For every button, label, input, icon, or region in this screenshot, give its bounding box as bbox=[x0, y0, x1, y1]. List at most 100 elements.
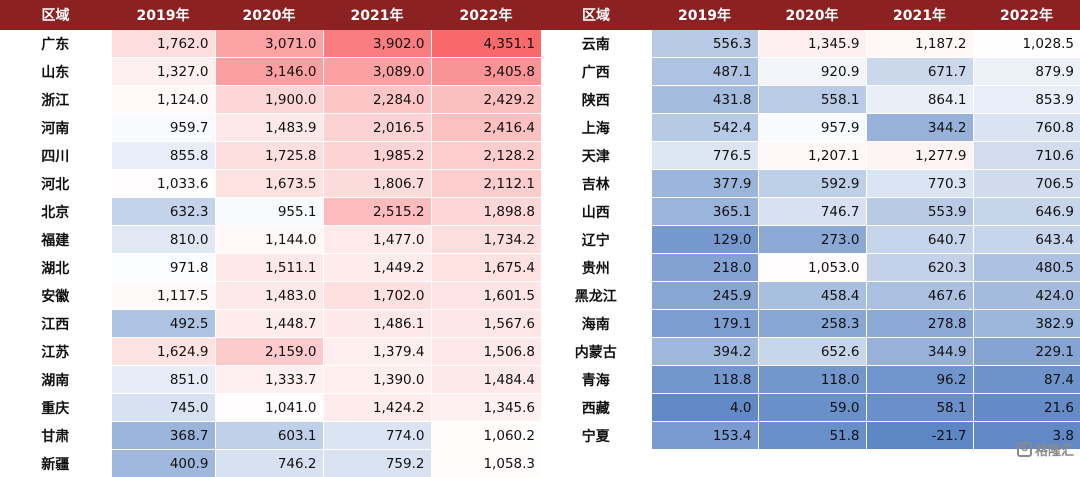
col-header-2021: 2021年 bbox=[866, 0, 973, 30]
value-cell: 344.9 bbox=[866, 338, 973, 366]
value-cell: 632.3 bbox=[111, 198, 215, 226]
watermark-logo: G 格隆汇 bbox=[1017, 440, 1074, 459]
value-cell: 21.6 bbox=[973, 394, 1080, 422]
value-cell: 620.3 bbox=[866, 254, 973, 282]
region-cell: 西藏 bbox=[541, 394, 651, 422]
value-cell: 87.4 bbox=[973, 366, 1080, 394]
value-cell: 1,058.3 bbox=[431, 450, 541, 477]
region-cell: 四川 bbox=[0, 142, 111, 170]
value-cell: 920.9 bbox=[758, 58, 866, 86]
region-cell: 云南 bbox=[541, 30, 651, 58]
value-cell: 4.0 bbox=[651, 394, 758, 422]
value-cell: 879.9 bbox=[973, 58, 1080, 86]
region-cell: 上海 bbox=[541, 114, 651, 142]
value-cell: 344.2 bbox=[866, 114, 973, 142]
value-cell: 1,207.1 bbox=[758, 142, 866, 170]
value-cell: 1,511.1 bbox=[215, 254, 323, 282]
col-header-2019: 2019年 bbox=[651, 0, 758, 30]
value-cell: 58.1 bbox=[866, 394, 973, 422]
region-cell: 北京 bbox=[0, 198, 111, 226]
region-cell: 海南 bbox=[541, 310, 651, 338]
value-cell: 1,567.6 bbox=[431, 310, 541, 338]
value-cell: 118.8 bbox=[651, 366, 758, 394]
region-cell: 湖南 bbox=[0, 366, 111, 394]
value-cell: 51.8 bbox=[758, 422, 866, 450]
value-cell: 2,416.4 bbox=[431, 114, 541, 142]
value-cell: 2,016.5 bbox=[323, 114, 431, 142]
value-cell: 278.8 bbox=[866, 310, 973, 338]
value-cell: 759.2 bbox=[323, 450, 431, 477]
value-cell: 1,484.4 bbox=[431, 366, 541, 394]
value-cell: -21.7 bbox=[866, 422, 973, 450]
value-cell: 365.1 bbox=[651, 198, 758, 226]
value-cell: 1,333.7 bbox=[215, 366, 323, 394]
value-cell: 394.2 bbox=[651, 338, 758, 366]
value-cell: 3,902.0 bbox=[323, 30, 431, 58]
value-cell: 774.0 bbox=[323, 422, 431, 450]
value-cell: 643.4 bbox=[973, 226, 1080, 254]
value-cell: 1,124.0 bbox=[111, 86, 215, 114]
value-cell: 603.1 bbox=[215, 422, 323, 450]
region-cell: 贵州 bbox=[541, 254, 651, 282]
region-cell: 山西 bbox=[541, 198, 651, 226]
value-cell: 1,806.7 bbox=[323, 170, 431, 198]
value-cell: 1,345.9 bbox=[758, 30, 866, 58]
region-cell: 新疆 bbox=[0, 450, 111, 477]
value-cell: 2,429.2 bbox=[431, 86, 541, 114]
col-header-2020: 2020年 bbox=[758, 0, 866, 30]
value-cell: 2,284.0 bbox=[323, 86, 431, 114]
value-cell: 118.0 bbox=[758, 366, 866, 394]
value-cell: 179.1 bbox=[651, 310, 758, 338]
value-cell: 2,515.2 bbox=[323, 198, 431, 226]
value-cell: 853.9 bbox=[973, 86, 1080, 114]
value-cell: 59.0 bbox=[758, 394, 866, 422]
value-cell: 851.0 bbox=[111, 366, 215, 394]
header-row: 区域 2019年 2020年 2021年 2022年 bbox=[541, 0, 1080, 30]
region-cell: 安徽 bbox=[0, 282, 111, 310]
value-cell: 1,449.2 bbox=[323, 254, 431, 282]
value-cell: 3,146.0 bbox=[215, 58, 323, 86]
value-cell: 467.6 bbox=[866, 282, 973, 310]
value-cell: 746.2 bbox=[215, 450, 323, 477]
region-cell: 河南 bbox=[0, 114, 111, 142]
value-cell: 218.0 bbox=[651, 254, 758, 282]
region-cell: 广东 bbox=[0, 30, 111, 58]
region-cell: 浙江 bbox=[0, 86, 111, 114]
value-cell: 245.9 bbox=[651, 282, 758, 310]
value-cell: 382.9 bbox=[973, 310, 1080, 338]
value-cell: 959.7 bbox=[111, 114, 215, 142]
region-cell: 陕西 bbox=[541, 86, 651, 114]
value-cell: 1,506.8 bbox=[431, 338, 541, 366]
value-cell: 1,345.6 bbox=[431, 394, 541, 422]
value-cell: 776.5 bbox=[651, 142, 758, 170]
col-header-2022: 2022年 bbox=[973, 0, 1080, 30]
value-cell: 1,762.0 bbox=[111, 30, 215, 58]
region-cell: 江苏 bbox=[0, 338, 111, 366]
value-cell: 1,033.6 bbox=[111, 170, 215, 198]
value-cell: 745.0 bbox=[111, 394, 215, 422]
value-cell: 153.4 bbox=[651, 422, 758, 450]
value-cell: 1,702.0 bbox=[323, 282, 431, 310]
value-cell: 652.6 bbox=[758, 338, 866, 366]
region-cell: 重庆 bbox=[0, 394, 111, 422]
